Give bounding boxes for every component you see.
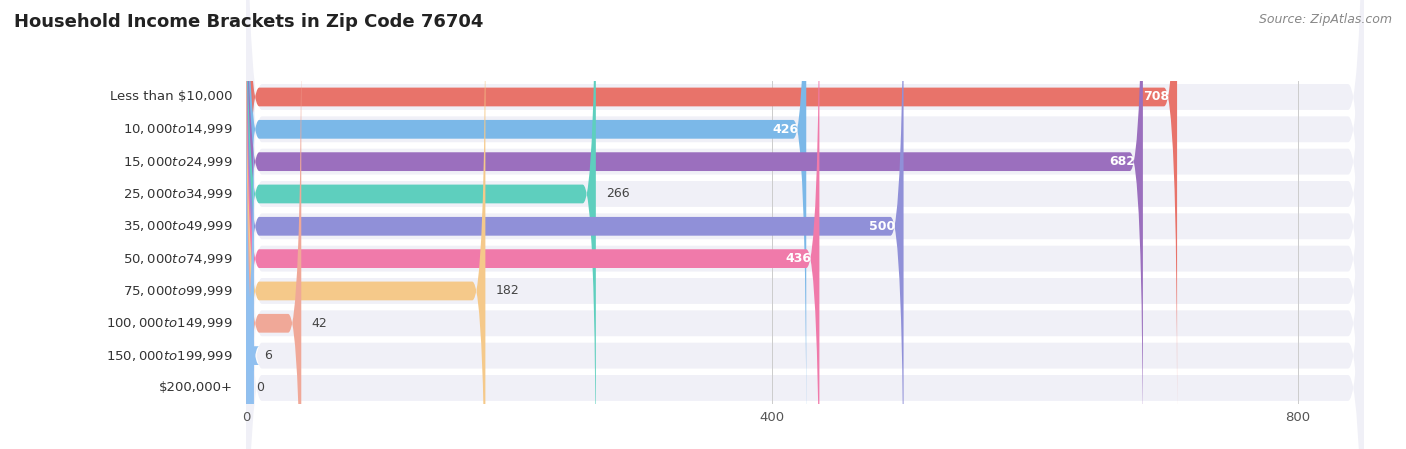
FancyBboxPatch shape <box>246 0 1364 449</box>
Text: 266: 266 <box>606 188 630 200</box>
FancyBboxPatch shape <box>240 42 259 449</box>
Text: $150,000 to $199,999: $150,000 to $199,999 <box>107 348 233 363</box>
Text: Household Income Brackets in Zip Code 76704: Household Income Brackets in Zip Code 76… <box>14 13 484 31</box>
Text: 42: 42 <box>312 317 328 330</box>
FancyBboxPatch shape <box>246 0 820 449</box>
FancyBboxPatch shape <box>246 9 301 449</box>
FancyBboxPatch shape <box>246 0 1364 449</box>
FancyBboxPatch shape <box>246 0 1364 449</box>
Text: $35,000 to $49,999: $35,000 to $49,999 <box>124 219 233 233</box>
Text: $50,000 to $74,999: $50,000 to $74,999 <box>124 251 233 266</box>
FancyBboxPatch shape <box>246 0 1364 449</box>
FancyBboxPatch shape <box>246 0 1364 449</box>
Text: 6: 6 <box>264 349 273 362</box>
FancyBboxPatch shape <box>246 0 1364 449</box>
Text: Source: ZipAtlas.com: Source: ZipAtlas.com <box>1258 13 1392 26</box>
Text: $25,000 to $34,999: $25,000 to $34,999 <box>124 187 233 201</box>
FancyBboxPatch shape <box>246 0 1177 411</box>
Text: $200,000+: $200,000+ <box>159 382 233 394</box>
Text: 682: 682 <box>1109 155 1135 168</box>
Text: 182: 182 <box>496 285 520 297</box>
FancyBboxPatch shape <box>246 0 596 449</box>
Text: 708: 708 <box>1143 91 1170 103</box>
Text: 500: 500 <box>869 220 896 233</box>
FancyBboxPatch shape <box>246 0 1143 449</box>
Text: 426: 426 <box>772 123 799 136</box>
Text: 436: 436 <box>786 252 811 265</box>
Text: $10,000 to $14,999: $10,000 to $14,999 <box>124 122 233 136</box>
FancyBboxPatch shape <box>246 0 806 443</box>
Text: $15,000 to $24,999: $15,000 to $24,999 <box>124 154 233 169</box>
FancyBboxPatch shape <box>246 0 485 449</box>
Text: 0: 0 <box>256 382 264 394</box>
FancyBboxPatch shape <box>246 0 1364 449</box>
Text: Less than $10,000: Less than $10,000 <box>111 91 233 103</box>
FancyBboxPatch shape <box>246 0 904 449</box>
FancyBboxPatch shape <box>246 0 1364 449</box>
FancyBboxPatch shape <box>246 13 1364 449</box>
Text: $75,000 to $99,999: $75,000 to $99,999 <box>124 284 233 298</box>
FancyBboxPatch shape <box>246 0 1364 449</box>
Text: $100,000 to $149,999: $100,000 to $149,999 <box>107 316 233 330</box>
